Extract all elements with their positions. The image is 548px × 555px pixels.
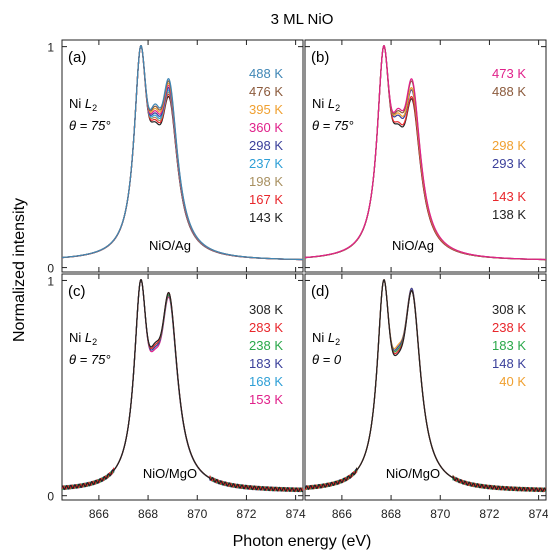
sample-label: NiO/Ag (392, 238, 434, 253)
legend-entry: 138 K (492, 207, 526, 222)
legend-entry: 148 K (492, 356, 526, 371)
x-tick-label: 870 (430, 507, 450, 521)
edge-label: Ni L2 (69, 330, 97, 347)
legend-entry: 488 K (249, 66, 283, 81)
legend-entry: 360 K (249, 120, 283, 135)
y-tick-label: 1 (47, 41, 54, 55)
y-tick-label: 1 (47, 274, 54, 288)
edge-label: Ni L2 (69, 96, 97, 113)
panel-frame (304, 39, 547, 273)
panel-label: (d) (311, 283, 329, 300)
legend-entry: 238 K (492, 320, 526, 335)
x-tick-label: 868 (381, 507, 401, 521)
series-line (305, 45, 546, 261)
legend-entry: 293 K (492, 156, 526, 171)
legend-entry: 238 K (249, 338, 283, 353)
legend-entry: 395 K (249, 102, 283, 117)
panel-b: (b) Ni L2 θ = 75° NiO/Ag 473 K 488 K 298 K 293 … (304, 39, 547, 273)
panel-label: (a) (68, 49, 86, 66)
y-axis-label: Normalized intensity (11, 198, 28, 342)
x-tick-label: 866 (332, 507, 352, 521)
panel-frame (61, 273, 304, 501)
panel-label: (b) (311, 49, 329, 66)
legend-entry: 298 K (249, 138, 283, 153)
panel-a: 0 1 (a) Ni L2 θ = 75° NiO/Ag 488 K 476 K 395 K 36… (47, 39, 304, 276)
legend-entry: 308 K (249, 302, 283, 317)
figure-title: 3 ML NiO (271, 11, 334, 28)
x-tick-label: 874 (529, 507, 548, 521)
series-line (62, 45, 303, 261)
x-tick-label: 872 (236, 507, 256, 521)
panel-d: 866 868 870 872 874 (d) Ni L2 θ = 0 NiO/MgO 308 K… (304, 273, 548, 521)
series-line (62, 279, 303, 493)
legend-entry: 143 K (249, 210, 283, 225)
y-tick-label: 0 (47, 490, 54, 504)
curves (305, 279, 546, 493)
curves (305, 45, 546, 261)
panel-frame (61, 39, 304, 273)
edge-label: Ni L2 (312, 330, 340, 347)
x-tick-label: 874 (286, 507, 306, 521)
curves (62, 45, 303, 261)
sample-label: NiO/MgO (386, 466, 440, 481)
legend-entry: 167 K (249, 192, 283, 207)
angle-label: θ = 75° (312, 118, 354, 133)
y-tick-label: 0 (47, 262, 54, 276)
sample-label: NiO/MgO (143, 466, 197, 481)
legend-entry: 183 K (249, 356, 283, 371)
legend-entry: 143 K (492, 189, 526, 204)
legend-entry: 40 K (499, 374, 526, 389)
legend-entry: 183 K (492, 338, 526, 353)
legend-entry: 476 K (249, 84, 283, 99)
x-tick-label: 868 (138, 507, 158, 521)
legend-entry: 153 K (249, 392, 283, 407)
x-tick-label: 866 (89, 507, 109, 521)
legend-entry: 473 K (492, 66, 526, 81)
angle-label: θ = 75° (69, 118, 111, 133)
sample-label: NiO/Ag (149, 238, 191, 253)
x-tick-label: 872 (479, 507, 499, 521)
legend-entry: 488 K (492, 84, 526, 99)
legend-entry: 237 K (249, 156, 283, 171)
legend-entry: 298 K (492, 138, 526, 153)
edge-label: Ni L2 (312, 96, 340, 113)
x-tick-label: 870 (187, 507, 207, 521)
legend-entry: 198 K (249, 174, 283, 189)
legend-entry: 168 K (249, 374, 283, 389)
panel-c: 866 868 870 872 874 0 1 (c) Ni L2 θ = 75° NiO/MgO 3… (47, 273, 306, 521)
angle-label: θ = 75° (69, 352, 111, 367)
series-line (305, 279, 546, 493)
panel-frame (304, 273, 547, 501)
legend-entry: 283 K (249, 320, 283, 335)
legend-entry: 308 K (492, 302, 526, 317)
x-axis-label: Photon energy (eV) (233, 533, 372, 550)
curves (62, 279, 303, 493)
angle-label: θ = 0 (312, 352, 342, 367)
panel-label: (c) (68, 283, 86, 300)
